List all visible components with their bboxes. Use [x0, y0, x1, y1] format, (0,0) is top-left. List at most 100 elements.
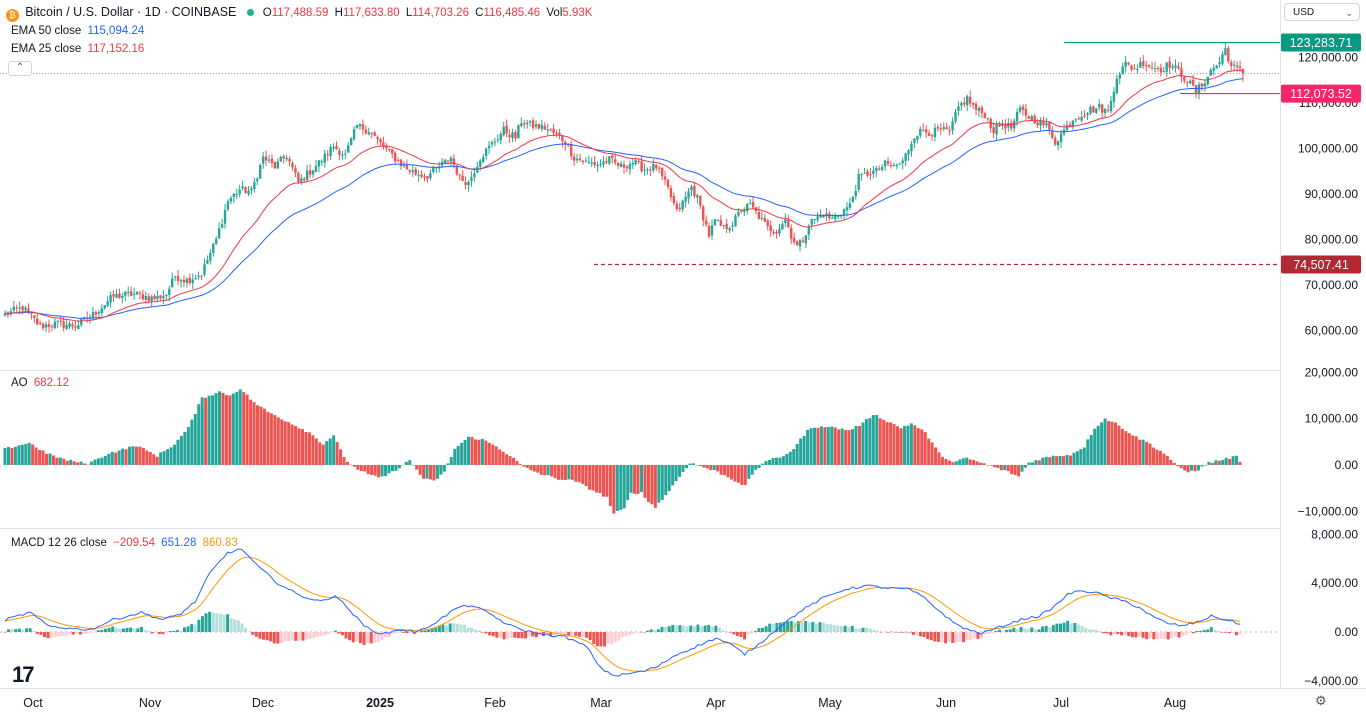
ema25-legend[interactable]: EMA 25 close 117,152.16: [11, 42, 147, 56]
ao-bar: [1152, 447, 1156, 465]
candle-body: [396, 159, 400, 161]
macd-hist-bar: [1177, 632, 1181, 638]
macd-hist-bar: [1030, 627, 1034, 632]
ao-bar: [1051, 455, 1055, 465]
macd-hist-bar: [60, 632, 64, 637]
ao-bar: [1117, 425, 1121, 465]
macd-hist-bar: [534, 632, 538, 638]
collapse-legend-button[interactable]: ⌃: [8, 61, 32, 76]
macd-hist-bar: [121, 628, 125, 632]
ao-bar: [667, 465, 671, 492]
macd-hist-bar: [599, 632, 603, 647]
candle-body: [59, 320, 62, 322]
candle-body: [481, 157, 485, 162]
candle-body: [361, 124, 365, 130]
macd-hist-bar: [1076, 624, 1080, 632]
tradingview-logo: 17: [12, 662, 35, 687]
ao-bar: [1203, 465, 1207, 466]
candle-body: [94, 312, 98, 315]
ao-bar: [269, 413, 273, 465]
ao-bar: [785, 453, 789, 465]
ao-bar: [795, 443, 799, 465]
ao-bar: [1034, 460, 1038, 465]
ao-bar: [287, 422, 291, 465]
macd-hist-bar: [908, 632, 912, 633]
ao-bar: [691, 463, 695, 465]
candle-body: [200, 275, 203, 277]
candle-body: [176, 275, 180, 281]
ao-bar: [1176, 465, 1180, 467]
ao-bar: [1013, 465, 1017, 475]
candle-body: [998, 124, 1001, 127]
ao-bar: [615, 465, 619, 511]
ao-bar: [1231, 456, 1235, 465]
macd-legend[interactable]: MACD 12 26 close −209.54 651.28 860.83: [11, 536, 241, 550]
ema50-legend[interactable]: EMA 50 close 115,094.24: [11, 24, 147, 38]
ao-bar: [390, 465, 394, 472]
macd-hist-bar: [333, 630, 337, 632]
macd-hist-bar: [635, 632, 639, 633]
macd-hist-bar: [631, 632, 635, 634]
macd-hist-bar: [394, 632, 398, 634]
symbol-legend[interactable]: ₿ Bitcoin / U.S. Dollar · 1D · COINBASE …: [6, 5, 595, 22]
ao-bar: [432, 465, 436, 481]
candle-body: [39, 322, 42, 324]
candle-body: [608, 156, 611, 164]
currency-select[interactable]: USD ⌄: [1284, 3, 1360, 21]
candle-body: [1100, 104, 1104, 113]
candle-body: [836, 215, 840, 217]
macd-hist-bar: [918, 632, 922, 637]
settings-icon[interactable]: ⚙: [1315, 693, 1327, 708]
candle-body: [323, 153, 326, 163]
ao-bar: [958, 459, 962, 465]
macd-hist-bar: [373, 632, 377, 643]
ao-bar: [1079, 449, 1083, 465]
macd-hist-bar: [1220, 632, 1224, 633]
macd-hist-bar: [269, 632, 273, 642]
ao-bar: [442, 465, 446, 472]
ao-bar: [806, 429, 810, 465]
candle-body: [663, 176, 667, 180]
macd-hist-bar: [728, 632, 732, 633]
ao-bar: [1158, 450, 1162, 465]
macd-hist-bar: [53, 632, 57, 637]
macd-hist-bar: [398, 632, 402, 633]
macd-hist-bar: [1166, 632, 1170, 640]
macd-hist-bar: [1037, 629, 1041, 632]
ao-bar: [321, 444, 325, 465]
candle-body: [1018, 107, 1022, 112]
macd-hist-bar: [563, 632, 567, 634]
macd-hist-bar: [86, 632, 90, 634]
macd-hist-bar: [351, 632, 355, 643]
candle-body: [1142, 61, 1145, 67]
macd-hist-bar: [1094, 629, 1098, 632]
close-value: 116,485.46: [483, 7, 541, 19]
candle-body: [303, 178, 306, 181]
ao-bar: [1193, 465, 1197, 472]
macd-hist-bar: [498, 632, 502, 638]
ao-bar: [653, 465, 657, 508]
macd-hist-bar: [1234, 632, 1238, 636]
ao-legend[interactable]: AO 682.12: [11, 376, 72, 390]
candle-body: [1159, 67, 1163, 73]
macd-hist-value: −209.54: [113, 537, 155, 549]
candle-body: [954, 111, 957, 122]
macd-hist-bar: [165, 632, 169, 633]
level-tag-label: 123,283.71: [1290, 36, 1353, 50]
candle-body: [1080, 116, 1083, 121]
candle-body: [743, 209, 746, 212]
macd-hist-bar: [1137, 632, 1141, 637]
ao-bar: [128, 446, 132, 465]
macd-hist-bar: [7, 629, 11, 632]
candle-body: [279, 156, 282, 162]
ao-bar: [1048, 457, 1052, 465]
candle-body: [349, 138, 353, 146]
ao-bar: [262, 408, 266, 465]
ao-bar: [636, 465, 640, 494]
ema25-line: [4, 69, 1244, 322]
macd-hist-bar: [506, 632, 510, 639]
candle-body: [1021, 106, 1025, 110]
candle-body: [332, 146, 335, 149]
macd-hist-bar: [667, 626, 671, 632]
